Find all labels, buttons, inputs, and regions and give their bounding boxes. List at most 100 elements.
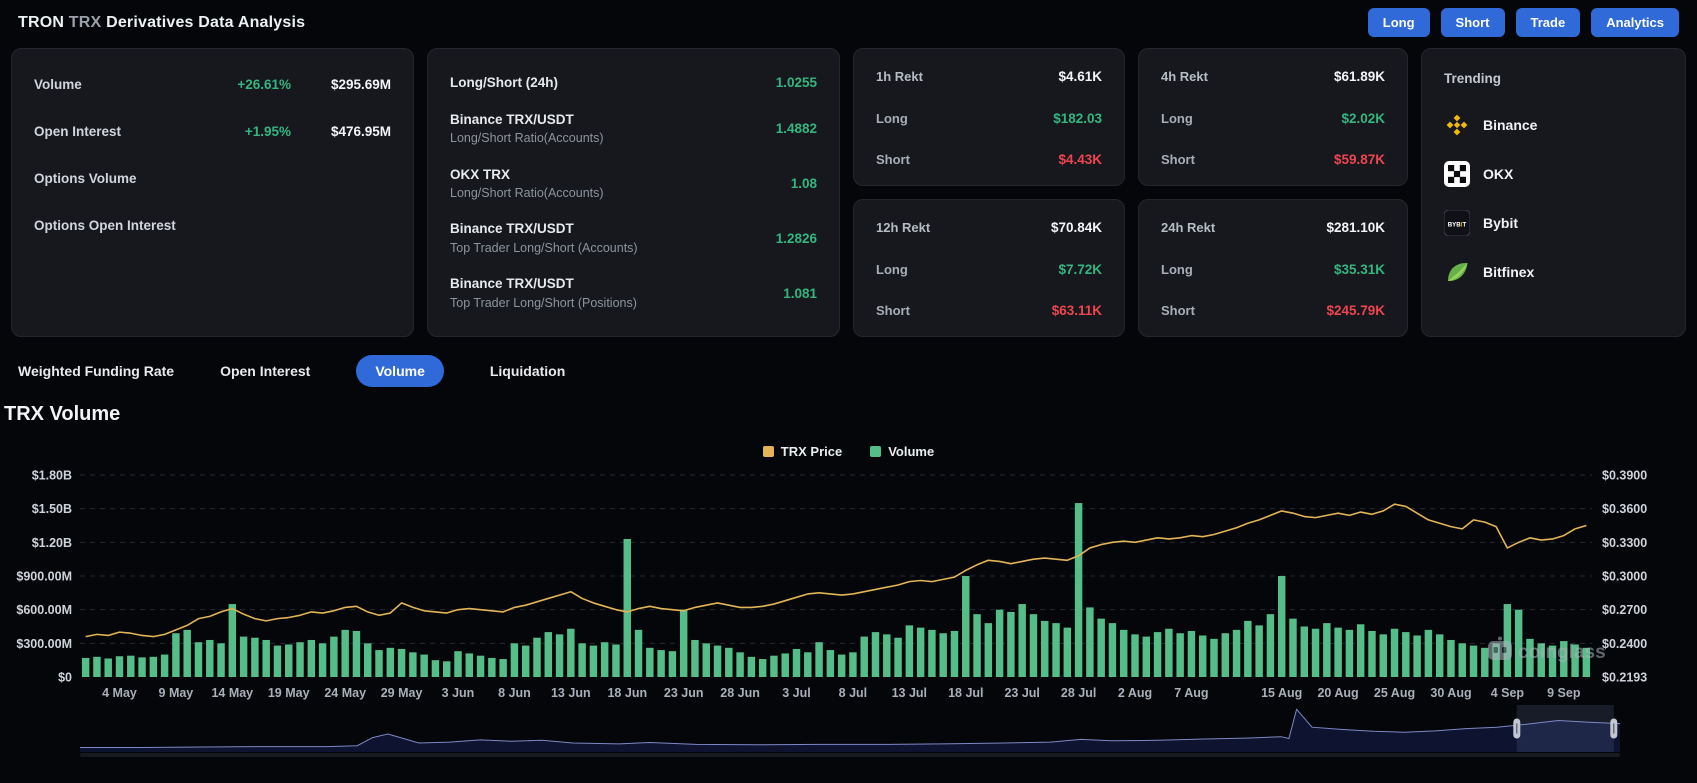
header-button-trade[interactable]: Trade: [1516, 8, 1581, 37]
navigator-selected-window[interactable]: [1517, 705, 1614, 752]
rekt-row-value: $63.11K: [1052, 303, 1102, 318]
header: TRON TRX Derivatives Data Analysis LongS…: [0, 0, 1697, 45]
trending-item-label: OKX: [1483, 166, 1513, 182]
trending-card: Trending Binance OKX BYBIT Bybit Bitfinex: [1421, 48, 1686, 337]
ratio-row-binance-trx-usdt-top-trader-long-short-positions: Binance TRX/USDTTop Trader Long/Short (P…: [450, 274, 817, 312]
stat-change: +26.61%: [237, 77, 291, 92]
svg-text:$0.2700: $0.2700: [1602, 603, 1647, 617]
svg-text:$0.2400: $0.2400: [1602, 637, 1647, 651]
navigator-handle-right[interactable]: [1610, 719, 1617, 739]
navigator-handle-left[interactable]: [1513, 719, 1520, 739]
tab-open-interest[interactable]: Open Interest: [220, 355, 310, 387]
svg-text:$0.3900: $0.3900: [1602, 469, 1647, 483]
tab-volume[interactable]: Volume: [356, 355, 444, 387]
market-stat-row-options-volume: Options Volume: [34, 167, 391, 189]
header-button-analytics[interactable]: Analytics: [1591, 8, 1679, 37]
navigator-scrollbar-track[interactable]: [80, 753, 1620, 757]
rekt-row-value: $281.10K: [1326, 220, 1385, 235]
trending-item-label: Bitfinex: [1483, 264, 1534, 280]
bitfinex-icon: [1444, 259, 1470, 285]
volume-bars: [82, 503, 1590, 677]
svg-text:20 Aug: 20 Aug: [1317, 686, 1358, 700]
market-stat-row-volume: Volume+26.61%$295.69M: [34, 73, 391, 95]
ratio-row-binance-trx-usdt-top-trader-long-short-accounts: Binance TRX/USDTTop Trader Long/Short (A…: [450, 219, 817, 257]
svg-text:14 May: 14 May: [211, 686, 253, 700]
header-button-long[interactable]: Long: [1368, 8, 1430, 37]
svg-text:$1.50B: $1.50B: [32, 502, 72, 516]
trending-item-bybit[interactable]: BYBIT Bybit: [1444, 198, 1663, 247]
tab-weighted-funding-rate[interactable]: Weighted Funding Rate: [18, 355, 174, 387]
rekt-row: 1h Rekt$4.61K: [876, 69, 1102, 84]
svg-text:9 May: 9 May: [159, 686, 194, 700]
rekt-row: Short$63.11K: [876, 303, 1102, 318]
svg-text:3 Jun: 3 Jun: [442, 686, 475, 700]
stat-label: Options Open Interest: [34, 218, 176, 233]
header-buttons: Long Short Trade Analytics: [1368, 8, 1679, 37]
stat-value: $476.95M: [305, 124, 391, 139]
chart-section-title: TRX Volume: [0, 395, 1697, 426]
page: TRON TRX Derivatives Data Analysis LongS…: [0, 0, 1697, 783]
legend-item-trx-price[interactable]: TRX Price: [763, 444, 842, 459]
rekt-card-1h-rekt: 1h Rekt$4.61KLong$182.03Short$4.43K: [853, 48, 1125, 186]
rekt-row-label: Long: [1161, 111, 1193, 126]
svg-text:24 May: 24 May: [324, 686, 366, 700]
tab-liquidation[interactable]: Liquidation: [490, 355, 565, 387]
rekt-row-label: 12h Rekt: [876, 220, 930, 235]
ratio-value: 1.4882: [776, 121, 817, 136]
svg-text:$1.80B: $1.80B: [32, 469, 72, 483]
svg-text:$600.00M: $600.00M: [16, 603, 72, 617]
market-stat-row-options-open-interest: Options Open Interest: [34, 214, 391, 236]
trx-volume-chart: $1.80B $1.50B $1.20B $900.00M $600.00M $300.0…: [0, 460, 1697, 705]
ratio-label-group: Binance TRX/USDTTop Trader Long/Short (P…: [450, 274, 637, 312]
stat-label: Options Volume: [34, 171, 137, 186]
svg-text:$1.20B: $1.20B: [32, 536, 72, 550]
rekt-row-value: $245.79K: [1326, 303, 1385, 318]
ratio-row-long-short-24h: Long/Short (24h)1.0255: [450, 73, 817, 93]
svg-text:8 Jun: 8 Jun: [498, 686, 531, 700]
rekt-row: Short$4.43K: [876, 152, 1102, 167]
rekt-row-value: $7.72K: [1058, 262, 1102, 277]
rekt-row-label: Long: [876, 262, 908, 277]
title-rest: Derivatives Data Analysis: [106, 14, 305, 31]
svg-text:$900.00M: $900.00M: [16, 570, 72, 584]
rekt-row-label: Long: [1161, 262, 1193, 277]
svg-text:28 Jun: 28 Jun: [720, 686, 760, 700]
chart-legend: TRX Price Volume: [0, 442, 1697, 460]
rekt-row: 12h Rekt$70.84K: [876, 220, 1102, 235]
trending-item-okx[interactable]: OKX: [1444, 149, 1663, 198]
legend-swatch: [763, 446, 774, 457]
svg-text:18 Jul: 18 Jul: [948, 686, 983, 700]
rekt-row-label: Short: [1161, 303, 1195, 318]
rekt-row-label: Short: [1161, 152, 1195, 167]
svg-text:$0.3600: $0.3600: [1602, 502, 1647, 516]
binance-icon: [1444, 112, 1470, 138]
svg-text:13 Jul: 13 Jul: [892, 686, 927, 700]
svg-text:$0: $0: [58, 671, 72, 685]
ratio-label-group: Binance TRX/USDTTop Trader Long/Short (A…: [450, 219, 638, 257]
chart-range-navigator[interactable]: [0, 705, 1697, 758]
rekt-row-value: $61.89K: [1334, 69, 1385, 84]
svg-text:18 Jun: 18 Jun: [607, 686, 647, 700]
svg-text:$300.00M: $300.00M: [16, 637, 72, 651]
rekt-row-label: 24h Rekt: [1161, 220, 1215, 235]
trending-item-binance[interactable]: Binance: [1444, 100, 1663, 149]
svg-text:23 Jun: 23 Jun: [664, 686, 704, 700]
ratio-label-group: Long/Short (24h): [450, 73, 558, 93]
svg-text:$0.2193: $0.2193: [1602, 671, 1647, 685]
bybit-icon: BYBIT: [1444, 210, 1470, 236]
rekt-cards-column-1: 1h Rekt$4.61KLong$182.03Short$4.43K 12h R…: [853, 48, 1125, 337]
svg-text:8 Jul: 8 Jul: [839, 686, 868, 700]
trending-item-bitfinex[interactable]: Bitfinex: [1444, 247, 1663, 296]
price-line: [86, 504, 1587, 636]
trending-item-label: Bybit: [1483, 215, 1518, 231]
rekt-row: Short $245.79K: [1161, 303, 1385, 318]
okx-icon: [1444, 161, 1470, 187]
svg-text:29 May: 29 May: [381, 686, 423, 700]
header-button-short[interactable]: Short: [1441, 8, 1505, 37]
ratio-sublabel: Top Trader Long/Short (Accounts): [450, 239, 638, 257]
legend-item-volume[interactable]: Volume: [870, 444, 934, 459]
rekt-row: Long $7.72K: [876, 262, 1102, 277]
svg-text:19 May: 19 May: [268, 686, 310, 700]
trending-title: Trending: [1444, 71, 1663, 86]
svg-text:4 Sep: 4 Sep: [1491, 686, 1525, 700]
